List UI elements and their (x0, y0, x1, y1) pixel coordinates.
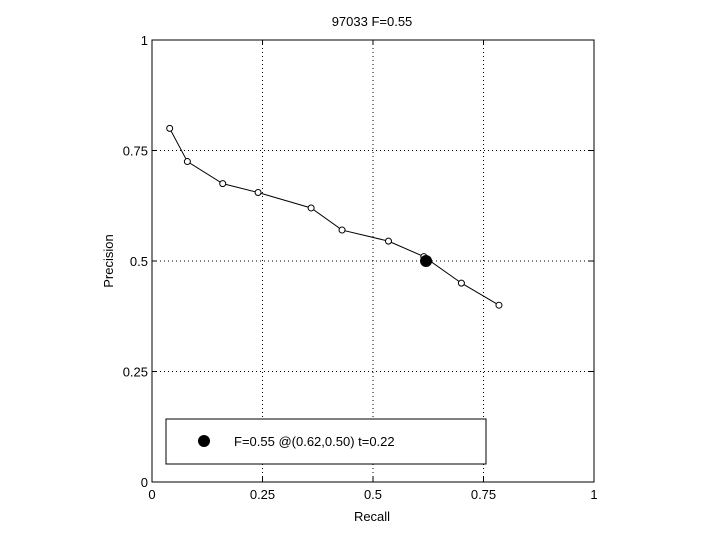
series-group (166, 124, 503, 309)
data-point (338, 226, 346, 234)
x-tick-label: 0 (148, 487, 155, 502)
x-axis-label: Recall (354, 509, 390, 524)
y-tick-label: 0.75 (123, 144, 148, 159)
y-tick-label: 0 (141, 475, 148, 490)
data-point (307, 204, 315, 212)
grid-lines (152, 40, 594, 482)
legend-text: F=0.55 @(0.62,0.50) t=0.22 (234, 434, 395, 449)
legend-marker (198, 435, 210, 447)
data-point (495, 301, 503, 309)
chart-title: 97033 F=0.55 (332, 14, 413, 29)
highlight-group (420, 255, 433, 267)
series-line (169, 128, 500, 306)
data-point (166, 124, 174, 132)
axis-ticks: 0 0.25 0.5 0.75 1 0 0.25 0.5 0.75 1 (123, 33, 598, 502)
y-tick-label: 0.25 (123, 365, 148, 380)
legend: F=0.55 @(0.62,0.50) t=0.22 (165, 418, 487, 465)
y-tick-label: 0.5 (130, 254, 148, 269)
legend-box (165, 418, 487, 465)
x-tick-label: 0.25 (250, 487, 275, 502)
y-axis-label: Precision (101, 234, 116, 287)
data-point (219, 180, 227, 188)
data-point (254, 188, 262, 196)
data-point (183, 158, 191, 166)
data-point (384, 237, 392, 245)
highlight-point (420, 255, 433, 267)
y-tick-label: 1 (141, 33, 148, 48)
x-tick-label: 1 (590, 487, 597, 502)
data-point (457, 279, 465, 287)
x-tick-label: 0.5 (364, 487, 382, 502)
x-tick-label: 0.75 (471, 487, 496, 502)
